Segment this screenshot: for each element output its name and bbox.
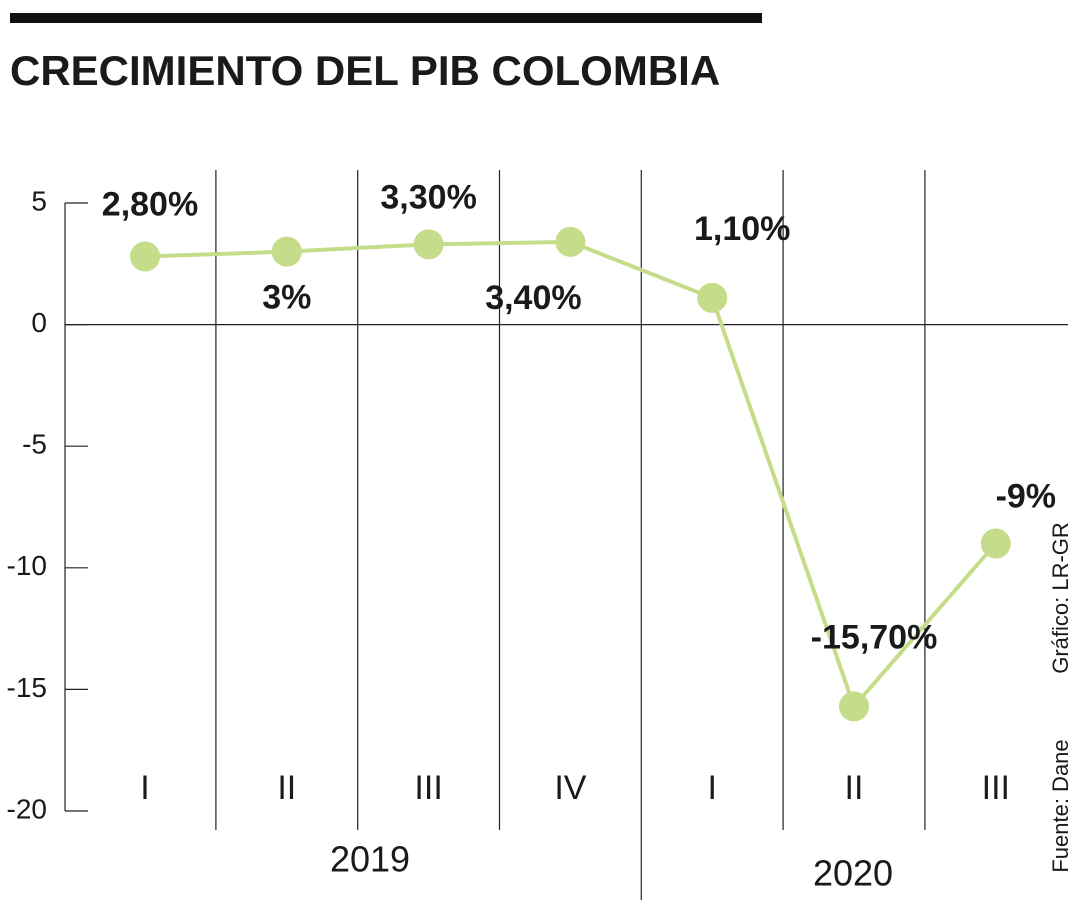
chart-title: CRECIMIENTO DEL PIB COLOMBIA bbox=[10, 47, 720, 94]
x-tick-label: I bbox=[707, 769, 716, 807]
x-tick-label: IV bbox=[554, 769, 586, 807]
value-label: 3% bbox=[262, 279, 311, 317]
point bbox=[555, 226, 586, 257]
point bbox=[980, 528, 1011, 559]
group-label: 2019 bbox=[330, 839, 410, 880]
value-label: 3,30% bbox=[380, 178, 476, 216]
x-tick-label: I bbox=[140, 769, 149, 807]
point bbox=[130, 241, 160, 272]
credit: Gráfico: LR-GR bbox=[1048, 522, 1073, 674]
value-label: -9% bbox=[996, 477, 1056, 515]
y-tick-label: -5 bbox=[22, 429, 47, 460]
value-label: 3,40% bbox=[485, 279, 581, 317]
source: Fuente: Dane bbox=[1048, 739, 1073, 872]
group-label: 2020 bbox=[813, 853, 893, 894]
y-tick-label: 0 bbox=[31, 307, 47, 338]
point bbox=[271, 236, 302, 267]
y-tick-label: -10 bbox=[7, 550, 47, 581]
value-label: 1,10% bbox=[694, 210, 790, 248]
title-bar bbox=[10, 13, 762, 23]
x-tick-label: II bbox=[277, 769, 296, 807]
x-tick-label: III bbox=[982, 769, 1010, 807]
value-label: 2,80% bbox=[102, 185, 198, 223]
point bbox=[839, 691, 869, 722]
point bbox=[413, 229, 444, 260]
y-tick-label: -15 bbox=[7, 672, 47, 703]
x-tick-label: III bbox=[414, 769, 442, 807]
value-label: -15,70% bbox=[811, 618, 938, 656]
point bbox=[697, 282, 728, 313]
x-tick-label: II bbox=[845, 769, 864, 807]
y-tick-label: 5 bbox=[31, 185, 47, 216]
y-tick-label: -20 bbox=[7, 793, 47, 824]
